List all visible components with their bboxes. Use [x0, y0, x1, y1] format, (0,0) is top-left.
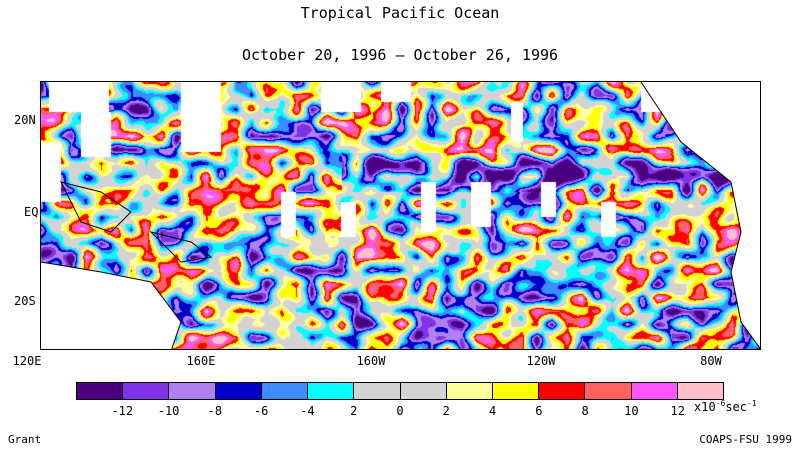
lat-label-20s: 20S — [14, 294, 36, 308]
colorbar-swatch — [400, 383, 447, 399]
colorbar-swatch — [77, 383, 124, 399]
colorbar-swatch — [492, 383, 540, 399]
colorbar-swatch — [677, 383, 724, 399]
colorbar-tick-label: -8 — [207, 404, 223, 418]
coastlines — [41, 82, 760, 349]
tropical-pacific-map — [40, 81, 761, 350]
colorbar-tick-label: -6 — [253, 404, 269, 418]
coastline — [149, 231, 213, 263]
colorbar-tick-label: 0 — [396, 404, 404, 418]
colorbar-tick-label: 4 — [488, 404, 497, 418]
colorbar-tick-label: 6 — [535, 404, 543, 418]
colorbar-swatch — [631, 383, 678, 399]
colorbar-tick-label: -10 — [157, 404, 180, 418]
lon-label-120e: 120E — [12, 354, 42, 368]
colorbar-tick-label: 2 — [350, 404, 358, 418]
colorbar-tick-label: 8 — [581, 404, 589, 418]
colorbar-swatch — [585, 383, 632, 399]
colorbar — [76, 382, 724, 400]
coastline — [60, 181, 132, 233]
colorbar-swatch — [354, 383, 401, 399]
colorbar-tick-label: 12 — [670, 404, 685, 418]
map-date-range: October 20, 1996 – October 26, 1996 — [241, 46, 559, 64]
lon-label-160w: 160W — [356, 354, 386, 368]
coastline — [41, 261, 182, 349]
colorbar-swatch — [169, 383, 216, 399]
colorbar-swatch — [123, 383, 170, 399]
colorbar-swatch — [261, 383, 309, 399]
institution-credit: COAPS-FSU 1999 — [699, 433, 792, 446]
colorbar-swatch — [308, 383, 355, 399]
colorbar-tick-label: 10 — [624, 404, 639, 418]
author-credit: Grant — [8, 433, 42, 446]
colorbar-tick-label: -12 — [111, 404, 134, 418]
lat-label-20n: 20N — [14, 113, 36, 127]
colorbar-tick-label: 2 — [442, 404, 450, 418]
colorbar-swatch — [539, 383, 586, 399]
coastline — [640, 82, 760, 349]
lon-label-160e: 160E — [186, 354, 216, 368]
colorbar-swatch — [215, 383, 262, 399]
lat-label-eq: EQ — [24, 205, 39, 219]
colorbar-units: x10-6sec-1 — [694, 399, 757, 414]
colorbar-tick-label: -4 — [300, 404, 315, 418]
lon-label-80w: 80W — [700, 354, 722, 368]
colorbar-swatch — [446, 383, 493, 399]
map-title: Tropical Pacific Ocean — [300, 4, 500, 22]
lon-label-120w: 120W — [526, 354, 556, 368]
wind-curl-field — [41, 82, 760, 349]
